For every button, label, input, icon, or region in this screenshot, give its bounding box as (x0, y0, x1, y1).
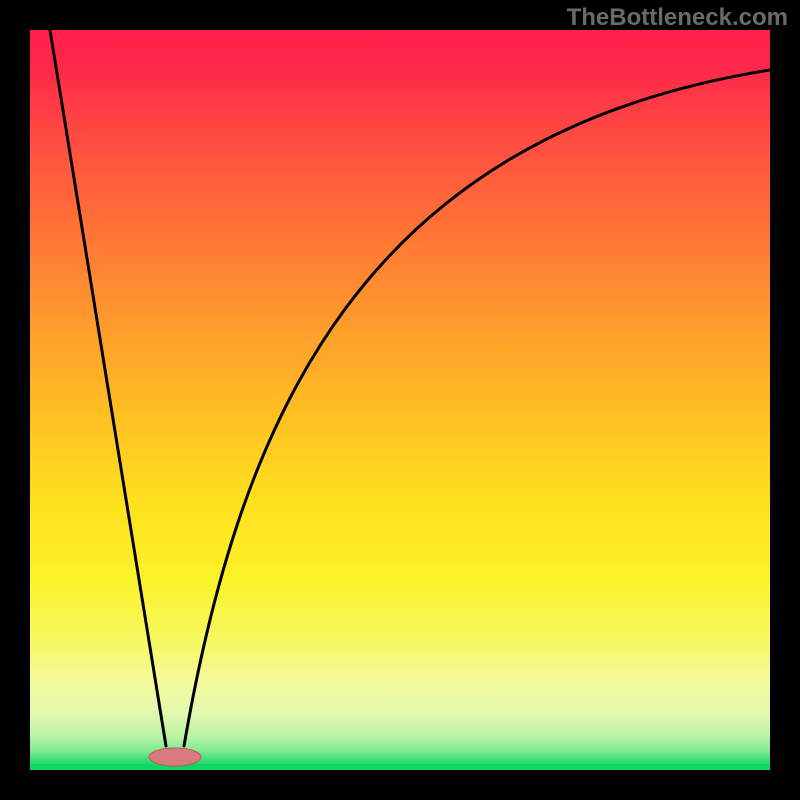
bottleneck-chart (0, 0, 800, 800)
watermark-text: TheBottleneck.com (567, 4, 788, 32)
dip-marker (149, 748, 201, 766)
plot-area (30, 30, 770, 770)
chart-frame: { "meta": { "watermark_text": "TheBottle… (0, 0, 800, 800)
